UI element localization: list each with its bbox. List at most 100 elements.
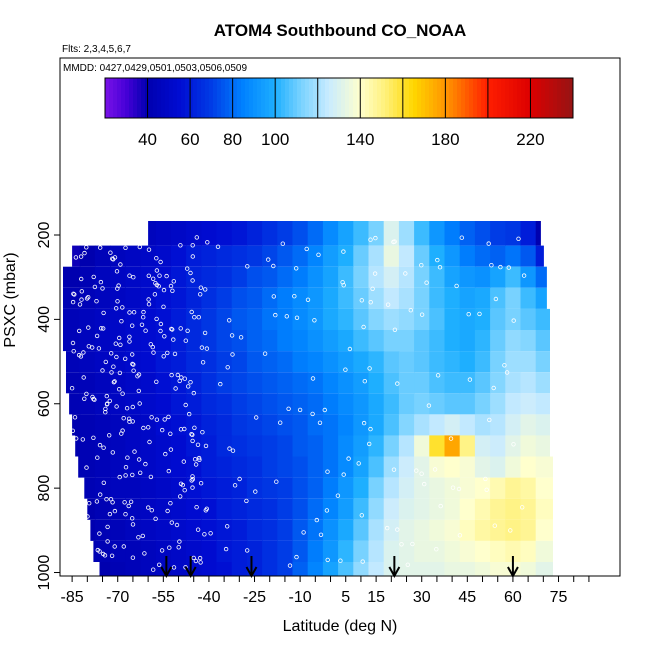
heat-cell — [368, 330, 385, 352]
sample-marker — [305, 297, 311, 302]
heat-cell — [322, 498, 339, 520]
heat-cell — [292, 351, 309, 373]
heat-cell — [520, 519, 537, 541]
colorbar-step — [569, 78, 574, 118]
heat-cell — [201, 498, 218, 520]
colorbar-tick-label: 180 — [431, 130, 459, 149]
heat-cell — [262, 221, 278, 246]
heat-cell — [66, 351, 81, 373]
sample-marker — [121, 416, 126, 421]
heat-cell — [383, 540, 400, 562]
heat-cell — [520, 393, 537, 415]
sample-marker — [76, 352, 82, 358]
heat-cell — [520, 245, 537, 267]
sample-marker — [189, 432, 194, 437]
heat-cell — [505, 330, 522, 352]
heat-cell — [520, 221, 537, 246]
heat-cell — [398, 498, 415, 520]
sample-marker — [120, 305, 125, 310]
y-tick-label: 600 — [36, 390, 53, 417]
heat-cell — [155, 287, 172, 309]
heat-cell — [94, 308, 111, 330]
heat-cell — [338, 372, 354, 394]
heat-cell — [125, 393, 142, 415]
heat-cell — [262, 456, 278, 478]
heat-cell — [490, 562, 506, 576]
heat-cell — [292, 372, 309, 394]
sample-marker — [297, 407, 303, 413]
colorbar-step — [165, 78, 170, 118]
heat-cell — [216, 498, 233, 520]
x-tick-label: 75 — [550, 589, 568, 606]
sample-marker — [203, 443, 209, 449]
sample-marker — [84, 391, 89, 397]
heat-cell — [125, 540, 142, 562]
colorbar-step — [437, 78, 442, 118]
colorbar-step — [253, 78, 258, 118]
colorbar-step — [337, 78, 342, 118]
heat-cell — [383, 498, 400, 520]
heat-cell — [353, 372, 370, 394]
sample-marker — [506, 265, 511, 270]
sample-marker — [192, 457, 198, 462]
heat-cell — [170, 414, 187, 436]
heat-cell — [246, 477, 263, 499]
heat-cell — [201, 414, 218, 436]
heat-cell — [490, 330, 506, 352]
sample-marker — [110, 450, 115, 455]
heat-cell — [155, 351, 172, 373]
heat-cell — [429, 562, 446, 576]
heat-cell — [79, 414, 96, 436]
colorbar-step — [205, 78, 210, 118]
heat-cell — [383, 519, 400, 541]
sample-marker — [94, 299, 99, 304]
sample-marker — [167, 545, 172, 550]
heat-cell — [414, 372, 430, 394]
heat-cell — [79, 393, 96, 415]
heat-cell — [170, 540, 187, 562]
sample-marker — [271, 294, 276, 299]
heat-cell — [414, 540, 430, 562]
sample-marker — [165, 350, 170, 356]
heat-cell — [277, 393, 294, 415]
sample-marker — [181, 459, 186, 464]
sample-marker — [139, 322, 145, 327]
sample-marker — [347, 346, 353, 352]
sample-marker — [104, 497, 109, 502]
colorbar-step — [485, 78, 490, 118]
heat-cell — [231, 287, 248, 309]
sample-marker — [414, 468, 419, 473]
heat-cell — [94, 351, 111, 373]
sample-marker — [94, 333, 100, 339]
heat-cell — [110, 456, 126, 478]
sample-marker — [168, 283, 174, 289]
heat-cell — [201, 330, 218, 352]
sample-marker — [130, 522, 136, 527]
sample-marker — [168, 501, 173, 506]
heat-cell — [338, 266, 354, 288]
heat-cell — [353, 562, 370, 576]
heat-cell — [383, 330, 400, 352]
heat-cell — [444, 266, 461, 288]
heat-cell — [201, 351, 218, 373]
heat-cell — [353, 393, 370, 415]
colorbar-step — [525, 78, 530, 118]
heat-cell — [474, 393, 491, 415]
heat-cell — [155, 308, 172, 330]
y-tick-label: 1000 — [36, 555, 53, 591]
heat-cell — [322, 330, 339, 352]
heat-cell — [490, 351, 506, 373]
sample-marker — [164, 273, 169, 279]
sample-marker — [511, 318, 516, 323]
heat-cell — [383, 287, 400, 309]
heat-cell — [322, 562, 339, 576]
heat-cell — [66, 372, 81, 394]
colorbar-step — [109, 78, 114, 118]
colorbar-step — [173, 78, 178, 118]
heat-cell — [216, 519, 233, 541]
heat-cell — [201, 266, 218, 288]
heat-cell — [414, 393, 430, 415]
heat-cell — [338, 308, 354, 330]
sample-marker — [294, 266, 299, 271]
y-axis-label: PSXC (mbar) — [2, 252, 19, 347]
